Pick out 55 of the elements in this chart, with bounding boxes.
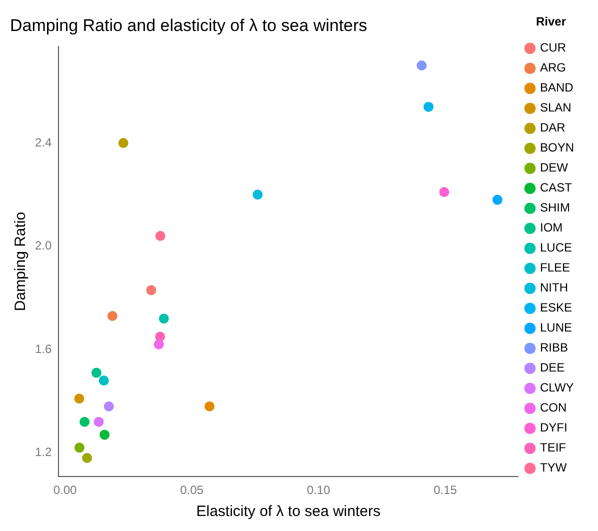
point xyxy=(118,138,128,148)
legend-label: SHIM xyxy=(540,200,570,215)
x-tick-label: 0.10 xyxy=(306,483,331,498)
point xyxy=(154,339,164,350)
x-tick-label: 0.05 xyxy=(180,483,204,498)
point xyxy=(82,453,92,464)
point xyxy=(204,401,215,412)
point xyxy=(146,285,156,296)
point xyxy=(107,310,118,321)
legend-title: River xyxy=(536,14,566,28)
legend-label: FLEE xyxy=(540,260,570,275)
point xyxy=(98,376,109,386)
point xyxy=(91,368,102,378)
legend-label: LUCE xyxy=(540,240,572,255)
legend-label: RIBB xyxy=(540,340,568,355)
legend-label: ARG xyxy=(540,60,566,75)
point xyxy=(80,416,90,427)
legend-label: LUNE xyxy=(540,320,572,335)
y-tick-label: 2.4 xyxy=(34,135,52,150)
point xyxy=(100,430,110,440)
point xyxy=(74,394,84,404)
point xyxy=(155,230,166,241)
legend-label: CLWY xyxy=(540,380,574,395)
point xyxy=(94,416,104,427)
y-tick-label: 1.6 xyxy=(34,342,52,356)
x-tick-label: 0.00 xyxy=(53,483,78,498)
chart-title: Damping Ratio and elasticity of λ to sea winters xyxy=(10,16,368,35)
legend-label: CUR xyxy=(540,40,566,55)
legend-label: DEW xyxy=(540,160,569,175)
point xyxy=(439,187,450,198)
point xyxy=(74,442,84,453)
legend-label: DAR xyxy=(540,120,566,135)
legend-label: IOM xyxy=(540,220,563,235)
x-tick-label: 0.15 xyxy=(434,483,458,498)
legend-label: CAST xyxy=(540,180,573,195)
point xyxy=(492,194,502,205)
y-axis-title: Damping Ratio xyxy=(12,212,30,312)
legend-label: BAND xyxy=(540,80,574,95)
legend-label: BOYN xyxy=(540,140,574,155)
point xyxy=(158,314,169,324)
legend-label: ESKE xyxy=(540,300,572,315)
x-axis-title: Elasticity of λ to sea winters xyxy=(196,503,380,520)
point xyxy=(416,60,427,71)
point xyxy=(104,401,114,412)
legend-label: TYW xyxy=(540,460,568,475)
legend-label: NITH xyxy=(540,280,568,295)
legend-label: SLAN xyxy=(540,100,572,115)
y-tick-label: 1.2 xyxy=(34,445,52,460)
y-tick-label: 2.0 xyxy=(34,238,52,253)
point xyxy=(424,102,434,112)
legend-label: TEIF xyxy=(540,440,566,455)
legend-label: CON xyxy=(540,400,567,415)
legend-label: DEE xyxy=(540,360,565,375)
legend-label: DYFI xyxy=(540,420,568,435)
point xyxy=(252,190,263,200)
